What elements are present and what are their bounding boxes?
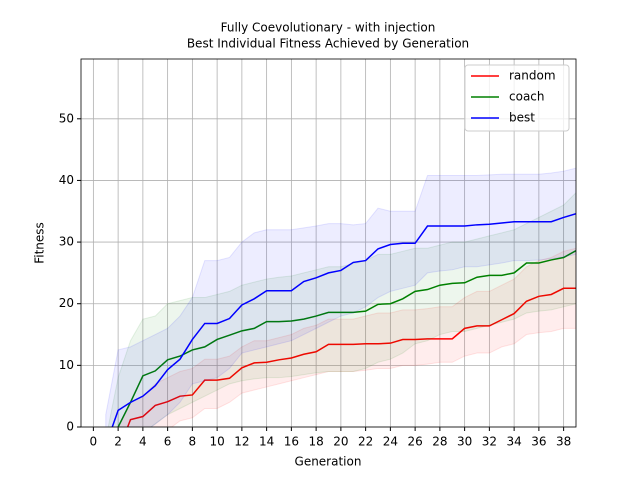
confidence-band (117, 247, 576, 427)
x-tick-label: 26 (407, 435, 422, 449)
x-tick-label: 4 (139, 435, 147, 449)
x-tick-label: 10 (209, 435, 224, 449)
x-tick-label: 36 (531, 435, 546, 449)
x-tick-label: 32 (482, 435, 497, 449)
y-tick-label: 20 (59, 296, 74, 310)
x-tick-label: 22 (358, 435, 373, 449)
chart-subtitle: Best Individual Fitness Achieved by Gene… (187, 37, 469, 51)
confidence-band (107, 192, 576, 427)
series-line (111, 213, 576, 427)
series-line (117, 250, 576, 427)
x-tick-label: 30 (457, 435, 472, 449)
x-tick-label: 24 (383, 435, 398, 449)
y-tick-label: 50 (59, 111, 74, 125)
x-tick-label: 2 (114, 435, 122, 449)
x-tick-label: 8 (189, 435, 197, 449)
series-line (126, 287, 576, 427)
legend-label: coach (509, 90, 545, 104)
legend-label: best (509, 111, 535, 125)
y-tick-label: 0 (66, 420, 74, 434)
y-tick-label: 40 (59, 173, 74, 187)
y-axis-label: Fitness (33, 222, 47, 264)
y-tick-label: 10 (59, 358, 74, 372)
chart-title: Fully Coevolutionary - with injection (221, 21, 436, 35)
y-tick-label: 30 (59, 235, 74, 249)
x-tick-label: 28 (432, 435, 447, 449)
plot-frame (80, 58, 577, 428)
x-tick-label: 34 (506, 435, 521, 449)
x-tick-label: 0 (90, 435, 98, 449)
legend-box (464, 64, 570, 132)
x-tick-label: 38 (556, 435, 571, 449)
x-tick-label: 14 (259, 435, 274, 449)
x-tick-label: 12 (234, 435, 249, 449)
x-tick-label: 18 (308, 435, 323, 449)
plot-area (105, 167, 576, 427)
legend-label: random (509, 69, 556, 83)
x-axis-label: Generation (295, 455, 362, 469)
x-tick-label: 16 (284, 435, 299, 449)
confidence-band (105, 167, 576, 427)
x-tick-label: 20 (333, 435, 348, 449)
x-tick-label: 6 (164, 435, 172, 449)
